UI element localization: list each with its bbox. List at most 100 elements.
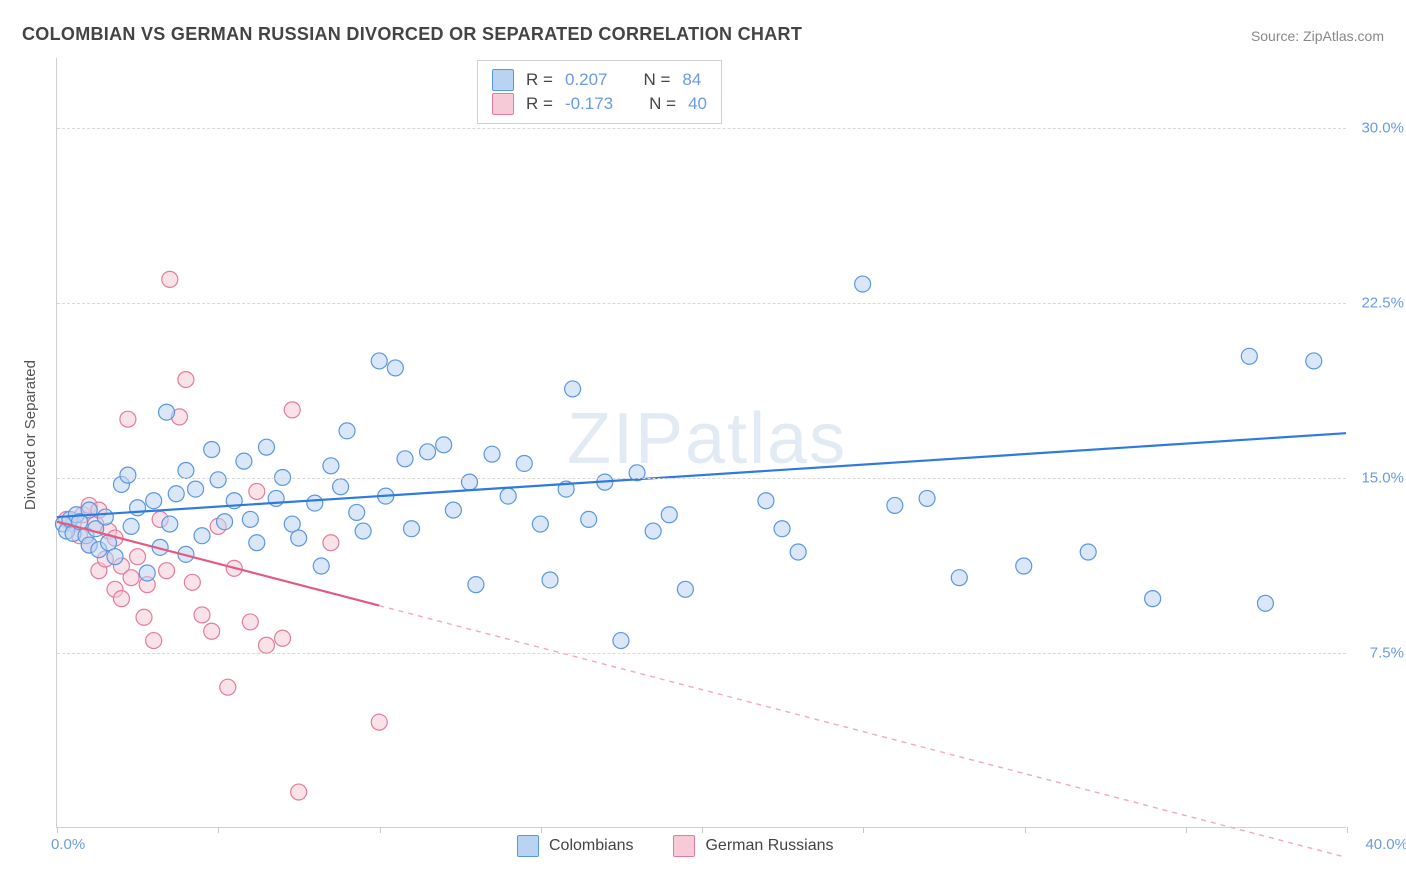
data-point: [542, 572, 558, 588]
legend-label-colombians: Colombians: [549, 837, 633, 855]
x-tick: [863, 827, 864, 833]
data-point: [1257, 595, 1273, 611]
data-point: [136, 609, 152, 625]
data-point: [581, 511, 597, 527]
x-tick: [1186, 827, 1187, 833]
n-label: N =: [643, 70, 670, 90]
data-point: [774, 521, 790, 537]
y-tick-label: 22.5%: [1361, 295, 1404, 312]
y-tick-label: 15.0%: [1361, 470, 1404, 487]
x-tick: [218, 827, 219, 833]
data-point: [445, 502, 461, 518]
data-point: [178, 462, 194, 478]
x-tick: [541, 827, 542, 833]
data-point: [159, 563, 175, 579]
data-point: [291, 530, 307, 546]
data-point: [461, 474, 477, 490]
gridline: [57, 653, 1346, 654]
n-label: N =: [649, 94, 676, 114]
data-point: [339, 423, 355, 439]
chart-title: COLOMBIAN VS GERMAN RUSSIAN DIVORCED OR …: [22, 24, 802, 45]
legend-item-german-russians: German Russians: [673, 835, 833, 857]
data-point: [323, 535, 339, 551]
data-point: [139, 565, 155, 581]
data-point: [249, 535, 265, 551]
chart-svg: [57, 58, 1346, 827]
data-point: [258, 637, 274, 653]
legend-label-german-russians: German Russians: [705, 837, 833, 855]
data-point: [1241, 348, 1257, 364]
data-point: [194, 607, 210, 623]
data-point: [484, 446, 500, 462]
y-axis-label: Divorced or Separated: [22, 360, 39, 510]
gridline: [57, 128, 1346, 129]
data-point: [249, 483, 265, 499]
data-point: [758, 493, 774, 509]
r-label: R =: [526, 70, 553, 90]
data-point: [1306, 353, 1322, 369]
data-point: [97, 509, 113, 525]
x-tick: [380, 827, 381, 833]
legend-row-colombians: R = 0.207 N = 84: [492, 69, 707, 91]
x-tick: [57, 827, 58, 833]
trend-line: [379, 606, 1346, 858]
data-point: [217, 514, 233, 530]
source-attribution: Source: ZipAtlas.com: [1251, 28, 1384, 44]
data-point: [387, 360, 403, 376]
y-tick-label: 30.0%: [1361, 120, 1404, 137]
data-point: [645, 523, 661, 539]
data-point: [178, 372, 194, 388]
data-point: [130, 500, 146, 516]
y-tick-label: 7.5%: [1370, 645, 1404, 662]
data-point: [313, 558, 329, 574]
data-point: [146, 493, 162, 509]
gridline: [57, 303, 1346, 304]
legend-row-german-russians: R = -0.173 N = 40: [492, 93, 707, 115]
data-point: [123, 518, 139, 534]
data-point: [194, 528, 210, 544]
data-point: [436, 437, 452, 453]
data-point: [146, 633, 162, 649]
n-value-colombians: 84: [682, 70, 701, 90]
data-point: [159, 404, 175, 420]
data-point: [677, 581, 693, 597]
data-point: [236, 453, 252, 469]
legend-item-colombians: Colombians: [517, 835, 633, 857]
data-point: [1080, 544, 1096, 560]
data-point: [887, 497, 903, 513]
data-point: [162, 516, 178, 532]
r-label: R =: [526, 94, 553, 114]
legend-series: Colombians German Russians: [517, 835, 834, 857]
data-point: [397, 451, 413, 467]
r-value-german-russians: -0.173: [565, 94, 613, 114]
data-point: [790, 544, 806, 560]
data-point: [532, 516, 548, 532]
legend-key-colombians: [492, 69, 514, 91]
data-point: [919, 490, 935, 506]
data-point: [1145, 591, 1161, 607]
plot-area: ZIPatlas R = 0.207 N = 84 R = -0.173 N =…: [56, 58, 1346, 828]
gridline: [57, 478, 1346, 479]
legend-key-german-russians: [492, 93, 514, 115]
data-point: [951, 570, 967, 586]
data-point: [130, 549, 146, 565]
data-point: [284, 402, 300, 418]
data-point: [500, 488, 516, 504]
data-point: [113, 591, 129, 607]
data-point: [855, 276, 871, 292]
data-point: [220, 679, 236, 695]
data-point: [242, 614, 258, 630]
legend-swatch-german-russians-icon: [673, 835, 695, 857]
data-point: [468, 577, 484, 593]
trend-line: [57, 433, 1346, 517]
data-point: [120, 411, 136, 427]
data-point: [162, 271, 178, 287]
data-point: [307, 495, 323, 511]
data-point: [258, 439, 274, 455]
x-tick-min-label: 0.0%: [51, 836, 85, 853]
data-point: [291, 784, 307, 800]
data-point: [333, 479, 349, 495]
data-point: [204, 442, 220, 458]
x-tick: [1347, 827, 1348, 833]
data-point: [107, 549, 123, 565]
